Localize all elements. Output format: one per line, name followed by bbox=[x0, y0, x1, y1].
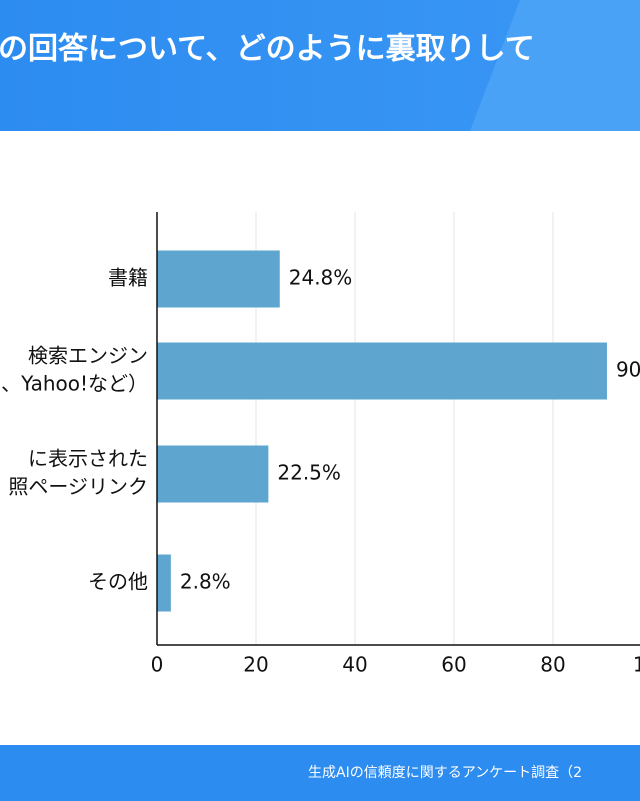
footer-band bbox=[0, 745, 640, 801]
data-label: 2.8% bbox=[180, 570, 231, 594]
bar bbox=[157, 554, 171, 612]
y-tick-label: 書籍 bbox=[108, 266, 148, 290]
y-tick-label: 検索エンジン bbox=[28, 344, 148, 368]
y-tick-label: 照ページリンク bbox=[8, 475, 148, 499]
x-tick-label: 0 bbox=[151, 653, 164, 677]
y-tick-label: le、Yahoo!など） bbox=[0, 372, 148, 396]
bar bbox=[157, 342, 607, 400]
x-tick-label: 60 bbox=[441, 653, 466, 677]
bar bbox=[157, 250, 280, 308]
data-label: 22.5% bbox=[277, 461, 341, 485]
y-tick-label: その他 bbox=[88, 570, 148, 594]
data-label: 90 bbox=[616, 358, 640, 382]
chart-title: の回答について、どのように裏取りして bbox=[0, 32, 535, 67]
y-tick-label: に表示された bbox=[28, 447, 148, 471]
x-tick-label: 40 bbox=[342, 653, 367, 677]
footer-text: 生成AIの信頼度に関するアンケート調査（2 bbox=[308, 765, 582, 781]
x-tick-label: 20 bbox=[243, 653, 268, 677]
data-label: 24.8% bbox=[289, 266, 353, 290]
x-tick-label: 100 bbox=[633, 653, 640, 677]
x-tick-label: 80 bbox=[540, 653, 565, 677]
bar bbox=[157, 445, 269, 503]
header-accent bbox=[470, 0, 640, 131]
